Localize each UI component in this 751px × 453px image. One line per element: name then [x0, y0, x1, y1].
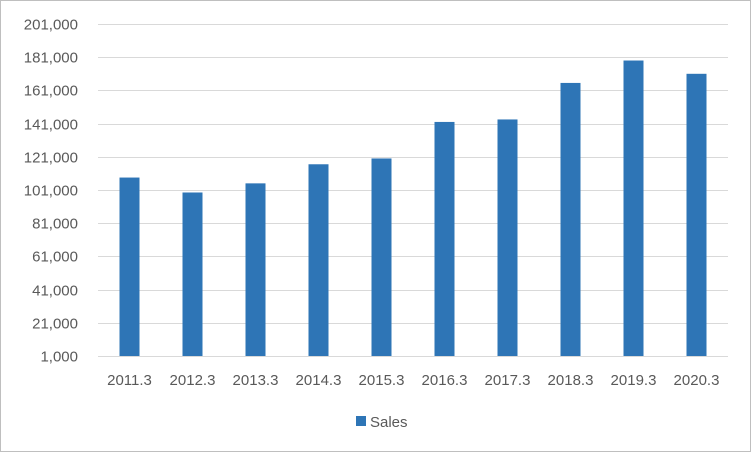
y-tick-label: 81,000	[32, 216, 78, 233]
y-tick-label: 101,000	[24, 183, 78, 200]
bar	[182, 192, 203, 356]
bar	[686, 73, 707, 357]
legend-swatch-sales	[356, 416, 366, 426]
x-tick-label: 2011.3	[107, 372, 152, 389]
y-tick-label: 181,000	[24, 50, 78, 67]
bars	[119, 60, 707, 357]
bar	[119, 177, 140, 356]
y-tick-label: 41,000	[32, 283, 78, 300]
bar	[371, 158, 392, 356]
x-tick-label: 2014.3	[296, 372, 342, 389]
legend-label-sales: Sales	[370, 414, 408, 431]
bar	[560, 82, 581, 357]
x-tick-label: 2017.3	[485, 372, 531, 389]
x-tick-label: 2019.3	[611, 372, 657, 389]
legend: Sales	[356, 414, 408, 431]
bar	[497, 119, 518, 356]
x-tick-label: 2016.3	[422, 372, 468, 389]
bar	[308, 164, 329, 356]
x-tick-label: 2012.3	[170, 372, 216, 389]
y-tick-label: 201,000	[24, 17, 78, 34]
x-tick-label: 2020.3	[674, 372, 720, 389]
bar	[623, 60, 644, 357]
y-tick-label: 1,000	[40, 349, 78, 366]
x-axis-tick-labels: 2011.3 2012.3 2013.3 2014.3 2015.3 2016.3 2017…	[107, 372, 719, 389]
y-tick-label: 61,000	[32, 249, 78, 266]
y-tick-label: 121,000	[24, 150, 78, 167]
y-tick-label: 161,000	[24, 83, 78, 100]
x-tick-label: 2018.3	[548, 372, 594, 389]
bar	[245, 183, 266, 356]
x-tick-label: 2015.3	[359, 372, 405, 389]
bar	[434, 121, 455, 356]
x-tick-label: 2013.3	[233, 372, 279, 389]
gridlines	[98, 24, 728, 357]
y-axis-tick-labels: 1,000 21,000 41,000 61,000 81,000 101,000 121,…	[24, 17, 78, 366]
y-tick-label: 141,000	[24, 117, 78, 134]
y-tick-label: 21,000	[32, 316, 78, 333]
